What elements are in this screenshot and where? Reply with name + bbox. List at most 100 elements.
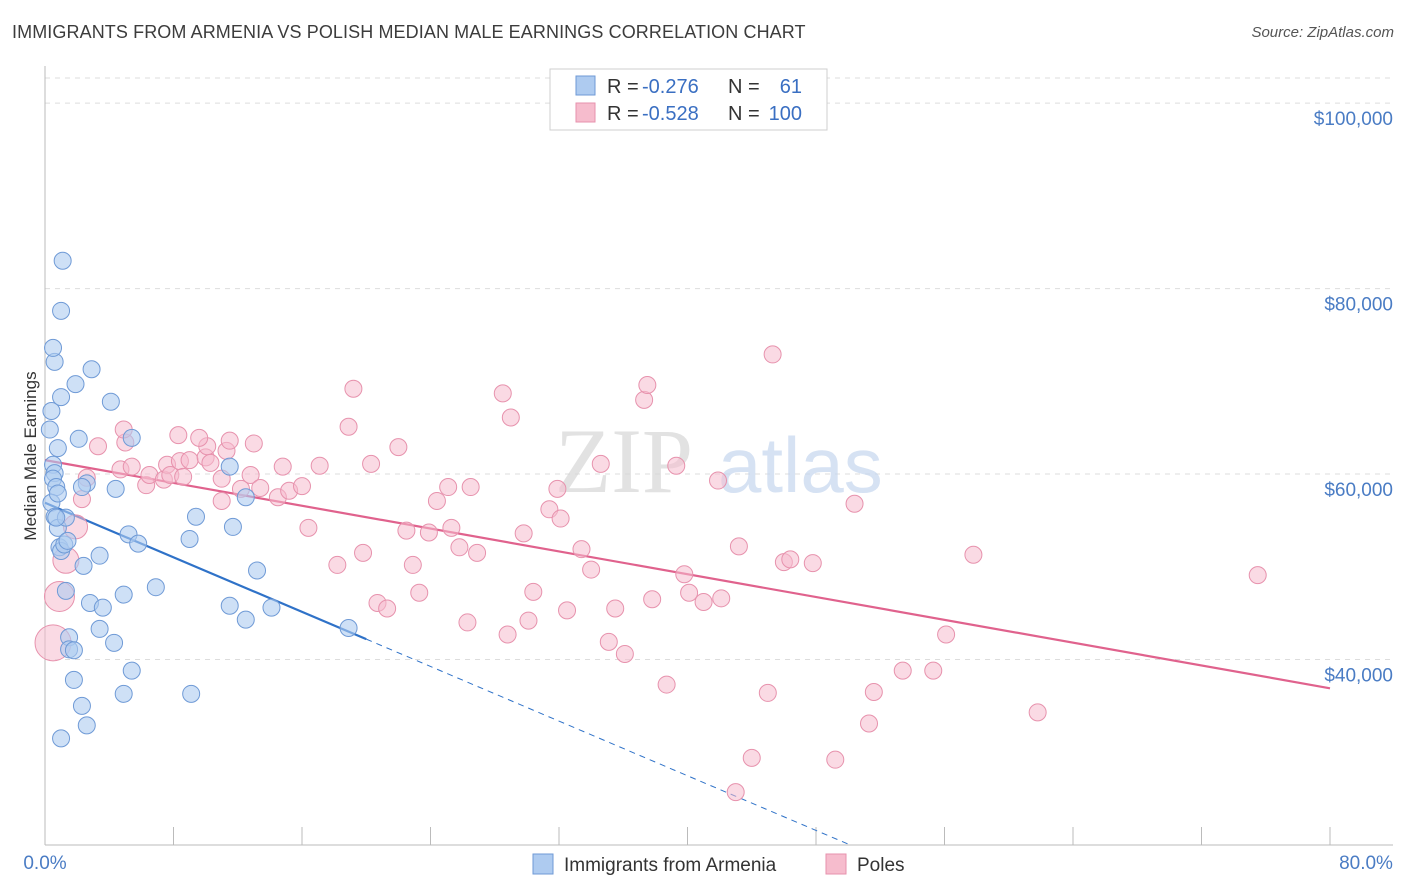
point-armenia — [180, 529, 199, 548]
point-poles — [410, 583, 429, 602]
point-poles — [169, 426, 188, 445]
point-poles — [742, 748, 761, 767]
point-armenia — [64, 641, 83, 660]
point-armenia — [122, 428, 141, 447]
point-poles — [803, 554, 822, 573]
point-poles — [442, 518, 461, 537]
point-armenia — [236, 610, 255, 629]
point-poles — [675, 565, 694, 584]
trendline-armenia-extension — [366, 638, 849, 845]
point-armenia — [52, 301, 71, 320]
point-poles — [328, 555, 347, 574]
stats-legend: R = -0.276 N = 61 R = -0.528 N = 100 — [549, 68, 828, 131]
point-armenia — [44, 338, 63, 357]
point-armenia — [77, 716, 96, 735]
point-poles — [514, 524, 533, 543]
point-armenia — [82, 360, 101, 379]
point-poles — [860, 714, 879, 733]
point-poles — [498, 625, 517, 644]
legend-r-value-poles: -0.528 — [642, 103, 699, 125]
point-armenia — [182, 684, 201, 703]
point-poles — [344, 379, 363, 398]
point-armenia — [129, 534, 148, 553]
point-poles — [667, 456, 686, 475]
point-poles — [427, 491, 446, 510]
point-armenia — [236, 488, 255, 507]
point-poles — [378, 599, 397, 618]
point-poles — [201, 453, 220, 472]
point-poles — [635, 390, 654, 409]
point-poles — [212, 491, 231, 510]
trend-lines — [44, 459, 1331, 845]
point-armenia — [101, 392, 120, 411]
legend-r-label-armenia: R = — [607, 76, 639, 98]
point-poles — [89, 437, 108, 456]
point-armenia — [114, 585, 133, 604]
point-poles — [864, 682, 883, 701]
bottom-legend-label-poles: Poles — [857, 855, 905, 876]
point-armenia — [90, 546, 109, 565]
point-armenia — [52, 729, 71, 748]
point-poles — [551, 509, 570, 528]
point-armenia — [248, 561, 267, 580]
legend-swatch-poles — [575, 102, 596, 123]
y-tick-label: $40,000 — [1324, 666, 1393, 687]
point-armenia — [339, 618, 358, 637]
point-poles — [826, 750, 845, 769]
point-armenia — [220, 457, 239, 476]
point-poles — [180, 451, 199, 470]
point-poles — [680, 583, 699, 602]
point-poles — [450, 538, 469, 557]
point-poles — [729, 537, 748, 556]
point-armenia — [93, 598, 112, 617]
chart-title: IMMIGRANTS FROM ARMENIA VS POLISH MEDIAN… — [12, 22, 806, 42]
point-poles — [893, 661, 912, 680]
point-poles — [924, 661, 943, 680]
point-poles — [397, 521, 416, 540]
bottom-legend-swatch-poles — [825, 853, 847, 875]
point-poles — [845, 494, 864, 513]
point-poles — [389, 438, 408, 457]
point-armenia — [105, 633, 124, 652]
point-poles — [439, 478, 458, 497]
point-armenia — [72, 696, 91, 715]
chart-source: Source: ZipAtlas.com — [1251, 24, 1394, 41]
bottom-legend-swatch-armenia — [532, 853, 554, 875]
point-poles — [419, 523, 438, 542]
point-poles — [548, 479, 567, 498]
point-poles — [582, 560, 601, 579]
point-poles — [1248, 566, 1267, 585]
y-tick-label: $80,000 — [1324, 295, 1393, 316]
point-poles — [643, 590, 662, 609]
data-points — [34, 251, 1267, 802]
point-armenia — [223, 517, 242, 536]
point-poles — [712, 589, 731, 608]
point-poles — [403, 555, 422, 574]
point-poles — [519, 611, 538, 630]
point-poles — [244, 434, 263, 453]
point-poles — [362, 454, 381, 473]
point-poles — [726, 783, 745, 802]
legend-n-label-poles: N = — [728, 103, 760, 125]
legend-r-label-poles: R = — [607, 103, 639, 125]
point-poles — [591, 454, 610, 473]
watermark: ZIP atlas — [555, 410, 883, 512]
legend-swatch-armenia — [575, 75, 596, 96]
point-poles — [310, 456, 329, 475]
point-poles — [1028, 703, 1047, 722]
point-poles — [937, 625, 956, 644]
point-poles — [190, 428, 209, 447]
point-poles — [524, 582, 543, 601]
point-armenia — [66, 375, 85, 394]
point-poles — [468, 543, 487, 562]
point-poles — [599, 632, 618, 651]
point-armenia — [48, 484, 67, 503]
point-armenia — [262, 598, 281, 617]
point-poles — [251, 478, 270, 497]
legend-n-label-armenia: N = — [728, 76, 760, 98]
point-armenia — [114, 684, 133, 703]
point-armenia — [52, 388, 71, 407]
point-poles — [299, 518, 318, 537]
watermark-atlas: atlas — [718, 421, 883, 509]
